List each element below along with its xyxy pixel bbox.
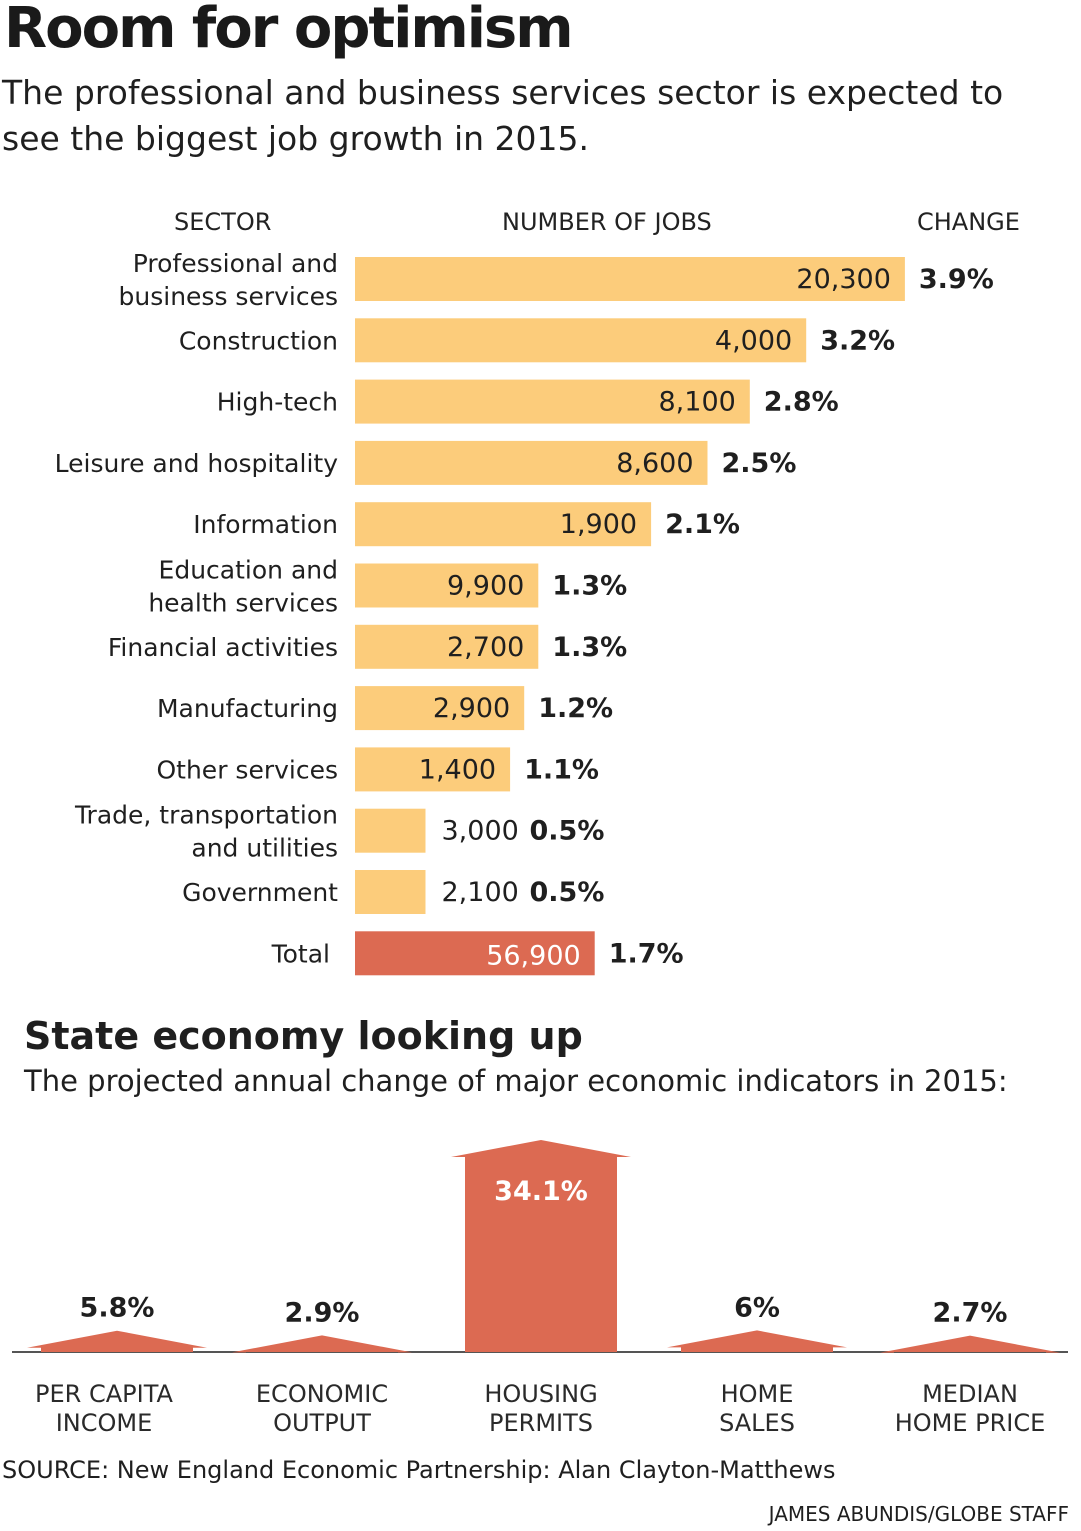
change-value-label: 1.1% — [524, 754, 599, 785]
bar-6 — [355, 624, 539, 669]
jobs-value-label: 9,900 — [447, 571, 524, 602]
change-value-label: 2.1% — [665, 509, 740, 540]
indicator-value-label: 5.8% — [80, 1293, 155, 1324]
indicator-category-label: MEDIAN — [922, 1380, 1018, 1408]
indicator-bar-4 — [880, 1335, 1060, 1353]
sector-label: Other services — [156, 755, 338, 784]
indicator-value-label: 34.1% — [494, 1176, 588, 1207]
jobs-value-label: 8,100 — [659, 387, 736, 418]
bar-9 — [355, 808, 426, 853]
change-value-label: 0.5% — [530, 877, 605, 908]
indicator-bar-1 — [232, 1335, 412, 1353]
column-header-change: CHANGE — [917, 208, 1020, 236]
staff-credit: JAMES ABUNDIS/GLOBE STAFF — [768, 1502, 1069, 1526]
chart-title: Room for optimism — [4, 0, 574, 61]
bar-8 — [355, 747, 511, 792]
indicator-category-label: PERMITS — [489, 1409, 593, 1437]
indicator-bar-0 — [27, 1330, 207, 1352]
source-note: SOURCE: New England Economic Partnership… — [2, 1456, 836, 1484]
sector-label: Professional and — [133, 249, 338, 278]
jobs-value-label: 2,100 — [442, 877, 519, 908]
bar-1 — [355, 318, 807, 363]
jobs-value-label: 1,900 — [560, 509, 637, 540]
sector-label: High-tech — [217, 388, 338, 417]
indicator-category-label: HOUSING — [484, 1380, 597, 1408]
change-value-label: 2.5% — [722, 448, 797, 479]
change-value-label: 1.3% — [552, 571, 627, 602]
indicator-category-label: HOME — [721, 1380, 794, 1408]
change-value-label: 1.3% — [552, 632, 627, 663]
sector-label: Financial activities — [108, 633, 338, 662]
sector-label: Information — [193, 510, 338, 539]
indicator-value-label: 2.9% — [285, 1297, 360, 1328]
indicator-bar-2 — [451, 1140, 631, 1352]
jobs-value-label: 56,900 — [486, 940, 580, 971]
indicator-value-label: 2.7% — [933, 1298, 1008, 1329]
bar-10 — [355, 870, 426, 914]
change-value-label: 3.9% — [919, 264, 994, 295]
change-value-label: 1.2% — [538, 693, 613, 724]
sector-label: health services — [148, 589, 338, 618]
second-chart-subtitle: The projected annual change of major eco… — [24, 1064, 1008, 1098]
indicator-value-label: 6% — [734, 1292, 780, 1323]
indicator-category-label: OUTPUT — [273, 1409, 371, 1437]
sector-label: Construction — [179, 326, 338, 355]
bar-2 — [355, 379, 750, 424]
indicator-category-label: INCOME — [56, 1409, 153, 1437]
jobs-value-label: 2,900 — [433, 693, 510, 724]
indicator-bar-3 — [667, 1330, 847, 1352]
sector-label: Total — [271, 939, 330, 968]
sector-label: Trade, transportation — [74, 801, 338, 830]
column-header-jobs: NUMBER OF JOBS — [502, 208, 712, 236]
jobs-value-label: 8,600 — [616, 448, 693, 479]
change-value-label: 0.5% — [530, 816, 605, 847]
second-chart-title: State economy looking up — [24, 1014, 583, 1058]
jobs-value-label: 20,300 — [796, 264, 890, 295]
bar-5 — [355, 563, 539, 608]
indicator-category-label: PER CAPITA — [35, 1380, 173, 1408]
jobs-value-label: 4,000 — [715, 325, 792, 356]
jobs-value-label: 3,000 — [442, 816, 519, 847]
jobs-bar-chart: Professional and business services 20,300 3… — [55, 249, 994, 976]
indicator-category-label: SALES — [719, 1409, 795, 1437]
sector-label: Government — [182, 878, 338, 907]
bar-7 — [355, 686, 525, 731]
column-header-sector: SECTOR — [174, 208, 272, 236]
bar-4 — [355, 502, 652, 547]
indicator-category-label: ECONOMIC — [256, 1380, 388, 1408]
bar-3 — [355, 440, 708, 485]
sector-label: Education and — [159, 556, 338, 585]
change-value-label: 3.2% — [820, 325, 895, 356]
sector-label: and utilities — [191, 834, 338, 863]
sector-label: Leisure and hospitality — [55, 449, 339, 478]
jobs-value-label: 1,400 — [419, 754, 496, 785]
change-value-label: 2.8% — [764, 387, 839, 418]
jobs-value-label: 2,700 — [447, 632, 524, 663]
sector-label: Manufacturing — [157, 694, 338, 723]
change-value-label: 1.7% — [609, 938, 684, 969]
sector-label: business services — [119, 282, 338, 311]
indicator-category-label: HOME PRICE — [895, 1409, 1046, 1437]
bar-0 — [355, 257, 905, 301]
chart-subtitle: The professional and business services s… — [2, 73, 1004, 158]
bar-11 — [355, 931, 595, 976]
